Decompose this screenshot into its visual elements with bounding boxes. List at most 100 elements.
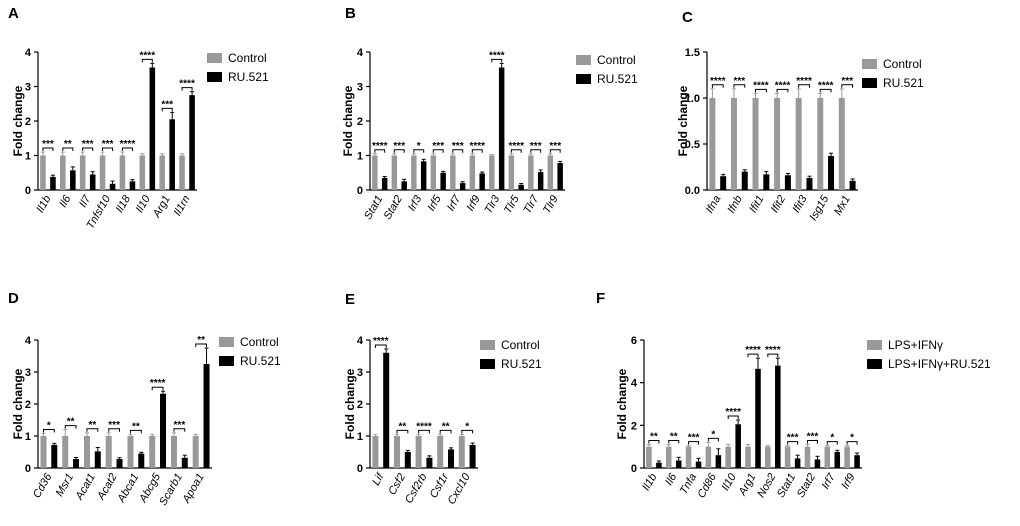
- x-tick-label: Stat2: [795, 472, 818, 500]
- significance-bracket: [452, 149, 464, 153]
- significance-label: ****: [120, 139, 136, 150]
- bar-control: [765, 446, 771, 468]
- y-tick-label: 1.5: [685, 47, 700, 59]
- bar-control: [665, 446, 672, 468]
- significance-label: **: [88, 420, 96, 431]
- x-tick-label: Ifna: [704, 194, 724, 216]
- bar-treatment: [775, 365, 781, 468]
- x-tick-label: Stat2: [382, 194, 405, 222]
- x-tick-label: Irf7: [445, 193, 464, 214]
- significance-label: ***: [432, 141, 444, 152]
- bar-control: [709, 98, 716, 190]
- x-tick-label: Stat1: [775, 472, 798, 500]
- y-tick-label: 1: [25, 431, 31, 443]
- legend-label: LPS+IFNγ: [888, 338, 943, 352]
- significance-bracket: [141, 58, 153, 63]
- legend-swatch: [867, 340, 882, 350]
- x-tick-label: Il6: [57, 193, 74, 210]
- x-tick-label: Irf5: [426, 193, 445, 214]
- significance-bracket: [707, 437, 719, 442]
- x-tick-label: Il7: [77, 193, 94, 210]
- x-tick-label: Lif: [370, 471, 387, 488]
- significance-label: ***: [102, 139, 114, 150]
- significance-bracket: [826, 441, 838, 445]
- y-tick-label: 4: [25, 47, 32, 59]
- significance-label: ***: [688, 433, 700, 444]
- x-tick-label: Ifit1: [747, 194, 766, 215]
- bar-treatment: [459, 183, 466, 190]
- bar-control: [646, 446, 652, 468]
- significance-label: ***: [452, 141, 464, 152]
- panel-e: E 0 1 2 3 4 Fold change **** Lif ** Csf2 **** Csf2rb…: [343, 291, 542, 507]
- panel-letter: C: [682, 9, 693, 26]
- y-tick-label: 2: [357, 116, 363, 128]
- bar-treatment: [401, 181, 407, 190]
- bar-treatment: [89, 174, 96, 190]
- bar-control: [62, 436, 69, 468]
- significance-bracket: [161, 107, 173, 112]
- bar-control: [411, 155, 417, 190]
- significance-label: **: [197, 335, 205, 346]
- bar-treatment: [518, 184, 524, 190]
- bar-control: [838, 98, 845, 190]
- significance-bracket: [776, 88, 789, 93]
- significance-label: **: [670, 432, 678, 443]
- y-tick-label: 3: [357, 82, 363, 94]
- significance-bracket: [798, 84, 810, 88]
- x-tick-label: Cd36: [31, 471, 55, 501]
- legend-label: RU.521: [597, 72, 638, 86]
- bar-control: [119, 155, 126, 190]
- significance-bracket: [688, 441, 700, 445]
- significance-label: ***: [841, 76, 853, 87]
- legend-label: Control: [883, 57, 922, 71]
- significance-label: ***: [549, 141, 561, 152]
- bar-control: [83, 436, 90, 468]
- significance-label: ***: [82, 139, 94, 150]
- significance-label: ***: [787, 433, 799, 444]
- significance-bracket: [806, 440, 818, 444]
- panel-b: B 0 1 2 3 4 Fold change **** Stat1 *** Stat2 * Irf3 *…: [341, 5, 638, 222]
- bar-control: [844, 446, 850, 468]
- significance-bracket: [413, 149, 425, 153]
- bar-control: [149, 436, 156, 468]
- legend-label: Control: [597, 53, 636, 67]
- significance-bracket: [491, 58, 503, 63]
- bar-control: [79, 155, 86, 190]
- bar-treatment: [656, 462, 662, 468]
- bar-treatment: [828, 155, 835, 190]
- significance-bracket: [787, 441, 799, 445]
- bar-treatment: [849, 180, 856, 190]
- bar-control: [179, 155, 185, 190]
- significance-bracket: [819, 88, 832, 93]
- y-tick-label: 0.5: [685, 139, 700, 151]
- bar-control: [159, 155, 165, 190]
- significance-bracket: [471, 149, 483, 153]
- significance-label: **: [442, 421, 450, 432]
- bar-control: [415, 436, 422, 468]
- bar-control: [458, 436, 465, 468]
- x-tick-label: Stat1: [362, 194, 385, 222]
- bar-control: [450, 155, 456, 190]
- bar-control: [725, 446, 731, 468]
- bar-treatment: [383, 352, 390, 468]
- significance-bracket: [374, 149, 386, 153]
- legend-label: RU.521: [228, 70, 269, 84]
- bar-treatment: [109, 183, 116, 190]
- bar-treatment: [149, 67, 156, 190]
- x-tick-label: Il1b: [640, 472, 659, 493]
- significance-label: ****: [796, 76, 812, 87]
- bar-control: [430, 155, 437, 190]
- legend-label: Control: [240, 335, 279, 349]
- bar-control: [745, 446, 751, 468]
- significance-bracket: [439, 429, 452, 434]
- x-tick-label: Nos2: [755, 472, 778, 500]
- panel-letter: A: [8, 5, 19, 22]
- y-tick-label: 3: [357, 367, 363, 379]
- significance-bracket: [418, 429, 430, 434]
- x-tick-label: Irf9: [839, 472, 857, 492]
- significance-bracket: [121, 147, 133, 152]
- legend-swatch: [862, 59, 877, 69]
- x-tick-label: Irf9: [465, 194, 483, 214]
- significance-bracket: [668, 440, 680, 444]
- significance-bracket: [62, 147, 74, 152]
